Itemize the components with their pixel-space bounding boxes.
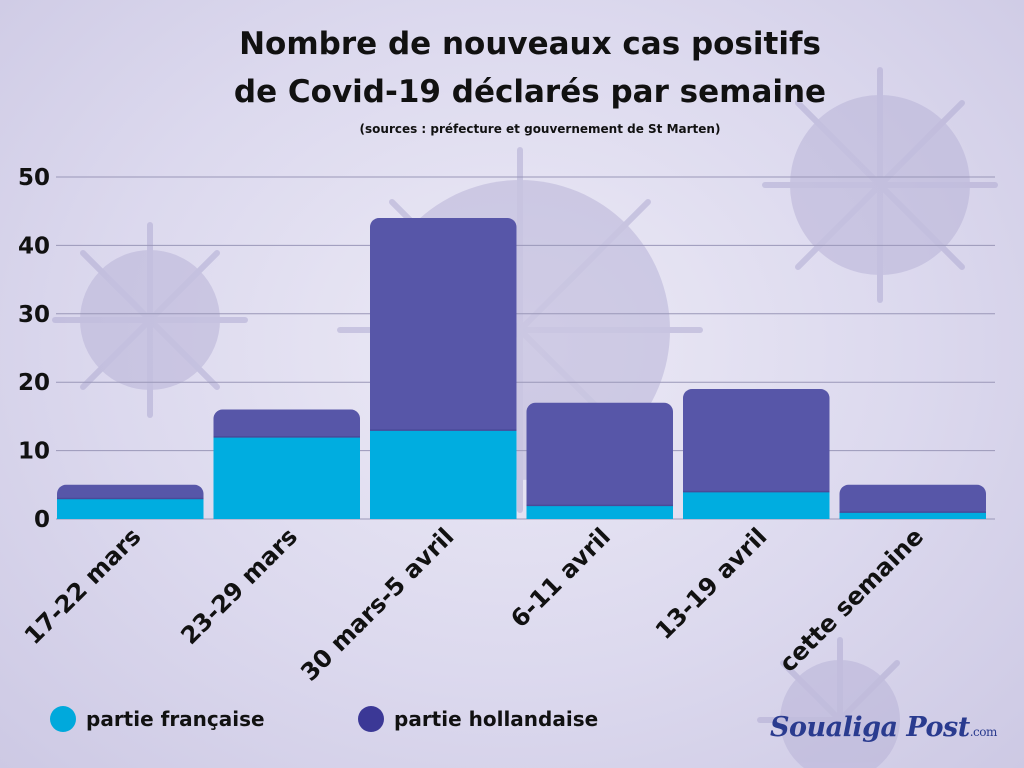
bar-dutch [526, 402, 673, 519]
bar-french [683, 491, 830, 519]
bar-stack [526, 402, 673, 519]
bar-stack [213, 409, 360, 519]
legend-swatch-french [50, 706, 76, 732]
brand-suffix: .com [969, 725, 998, 739]
x-tick-label: cette semaine [774, 522, 929, 677]
y-tick-label: 50 [18, 165, 50, 191]
y-tick-label: 30 [18, 302, 50, 328]
bar-french [526, 505, 673, 519]
brand-name: Soualiga Post [770, 712, 970, 743]
x-tick-label: 17-22 mars [19, 522, 147, 650]
bar-dutch [683, 389, 830, 519]
x-tick-label: 23-29 mars [175, 522, 303, 650]
legend-item-dutch: partie hollandaise [358, 706, 598, 732]
chart-title-line-2: de Covid-19 déclarés par semaine [233, 74, 827, 110]
bar-french [213, 436, 360, 519]
chart-title-line-1: Nombre de nouveaux cas positifs [239, 26, 821, 62]
legend-label-dutch: partie hollandaise [394, 707, 599, 731]
legend-label-french: partie française [86, 707, 265, 731]
x-tick-label: 6-11 avril [505, 522, 616, 633]
bar-stack [57, 484, 204, 519]
y-tick-label: 20 [18, 370, 50, 396]
brand-logo: Soualiga Post.com [770, 712, 997, 743]
bar-french [57, 498, 204, 519]
y-tick-label: 10 [18, 439, 50, 465]
bar-dutch [839, 484, 986, 519]
bar-stack [839, 484, 986, 519]
chart-subtitle: (sources : préfecture et gouvernement de… [359, 122, 721, 136]
bar-french [370, 430, 517, 519]
legend-item-french: partie française [50, 706, 265, 732]
y-tick-label: 0 [34, 507, 50, 533]
bar-stack [683, 389, 830, 519]
x-tick-label: 13-19 avril [650, 522, 773, 645]
y-tick-label: 40 [18, 233, 50, 259]
x-tick-label: 30 mars-5 avril [295, 522, 459, 686]
bar-stack [370, 218, 517, 520]
legend-swatch-dutch [358, 706, 384, 732]
bar-french [839, 512, 986, 519]
